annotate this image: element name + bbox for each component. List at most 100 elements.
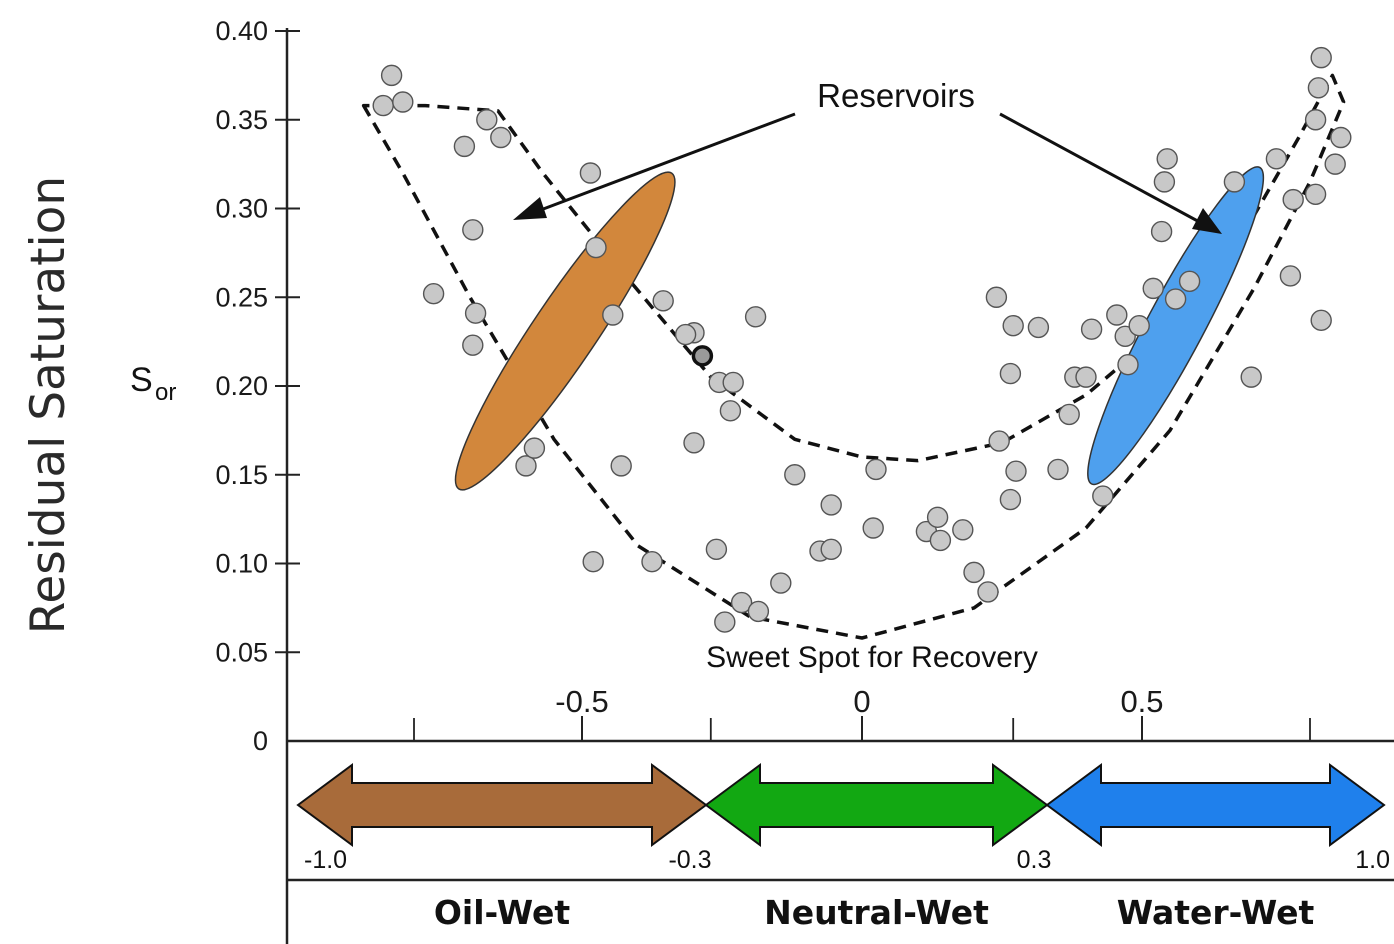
y-axis-title-group: Residual Saturation [21, 176, 76, 634]
data-point [476, 109, 498, 131]
reservoirs-arrowhead-right [1192, 208, 1222, 234]
reservoir-ellipses [454, 166, 1265, 491]
x-tick-label: 0.5 [1120, 684, 1163, 719]
data-point [380, 64, 403, 87]
wettability-arrow [704, 763, 1049, 847]
data-point [579, 162, 602, 184]
data-point [999, 488, 1022, 511]
data-point [820, 494, 842, 516]
x-tick-label: 0 [853, 684, 870, 719]
reservoirs-arrowhead-left [513, 197, 547, 220]
reservoirs-label: Reservoirs [817, 77, 975, 114]
data-point [1279, 265, 1302, 287]
data-points [372, 46, 1352, 633]
data-point [392, 91, 414, 113]
data-point [422, 283, 445, 305]
data-point [652, 290, 674, 312]
data-point [464, 302, 487, 324]
data-point [719, 400, 742, 422]
data-point [985, 286, 1008, 308]
data-point [462, 219, 484, 241]
wettability-bands: Oil-Wet Neutral-Wet Water-Wet -1.0 -0.3 0.3 1.… [287, 763, 1394, 932]
data-point [585, 236, 607, 259]
wettability-boundary-label: -0.3 [668, 846, 711, 874]
data-point [865, 458, 887, 481]
data-point [999, 362, 1022, 385]
data-point [714, 611, 736, 633]
reservoirs-arrow-right [999, 112, 1206, 227]
y-tick-label: 0.40 [215, 16, 268, 46]
sor-label-group: S or [130, 361, 176, 406]
data-point [602, 304, 624, 326]
data-point [1282, 188, 1304, 211]
data-point [641, 551, 663, 573]
data-point [674, 323, 697, 346]
data-point [744, 306, 767, 328]
data-point [1058, 403, 1080, 426]
data-point [582, 551, 604, 573]
data-point [1164, 288, 1187, 310]
data-point [730, 591, 753, 614]
highlighted-data-point [691, 345, 714, 367]
envelope-layer [361, 73, 1346, 640]
data-point [862, 517, 884, 539]
data-point [1117, 354, 1139, 376]
data-point [1128, 314, 1150, 337]
y-tick-label: 0.10 [215, 549, 268, 579]
data-point [770, 572, 792, 594]
data-point [610, 455, 632, 477]
data-point [515, 455, 537, 477]
data-point [1005, 460, 1027, 482]
dashed-envelope [361, 73, 1346, 640]
y-tick-label: 0.30 [215, 194, 268, 224]
data-point [1002, 314, 1024, 337]
data-point [820, 538, 842, 560]
y-tick-label: 0.05 [215, 637, 268, 667]
x-tick-label: -0.5 [555, 684, 608, 719]
data-point [1304, 109, 1327, 131]
wettability-boundary-label: 1.0 [1355, 846, 1390, 874]
wettability-boundary-label: -1.0 [304, 846, 347, 874]
reservoirs-arrow-left [529, 112, 796, 216]
sor-subscript: or [155, 379, 176, 406]
data-point [490, 126, 512, 149]
data-point [1324, 153, 1346, 175]
data-point [705, 538, 728, 560]
data-point [1156, 148, 1178, 170]
data-point [1106, 304, 1128, 326]
sor-label: S [130, 361, 153, 399]
data-point [747, 600, 770, 623]
data-point [683, 432, 705, 454]
wettability-arrow [296, 763, 708, 847]
oil-wet-reservoir-ellipse [454, 171, 676, 491]
y-tick-label: 0.15 [215, 460, 268, 490]
wettability-boundary-label: 0.3 [1017, 846, 1052, 874]
data-point [1178, 270, 1201, 292]
y-tick-label: 0.25 [215, 282, 268, 312]
data-point [1047, 458, 1069, 481]
water-wet-reservoir-ellipse [1087, 166, 1265, 486]
data-point [462, 334, 484, 356]
data-point [722, 371, 744, 394]
data-point [1304, 183, 1327, 206]
y-axis-title: Residual Saturation [21, 176, 76, 634]
wettability-arrow [1045, 763, 1386, 847]
data-point [1080, 318, 1103, 340]
data-point [1142, 277, 1164, 300]
data-point [784, 464, 806, 486]
data-point [1027, 316, 1050, 339]
data-point [1310, 46, 1332, 69]
data-point [1153, 171, 1176, 193]
data-point [372, 94, 394, 117]
wettability-band-label: Oil-Wet [434, 893, 570, 932]
data-point [453, 135, 476, 158]
data-point [963, 561, 985, 584]
data-point [1240, 366, 1262, 388]
wettability-band-label: Water-Wet [1117, 893, 1315, 932]
y-tick-label: 0 [253, 726, 268, 756]
data-point [1330, 126, 1352, 149]
data-point [1092, 485, 1114, 507]
data-point [1150, 220, 1173, 243]
